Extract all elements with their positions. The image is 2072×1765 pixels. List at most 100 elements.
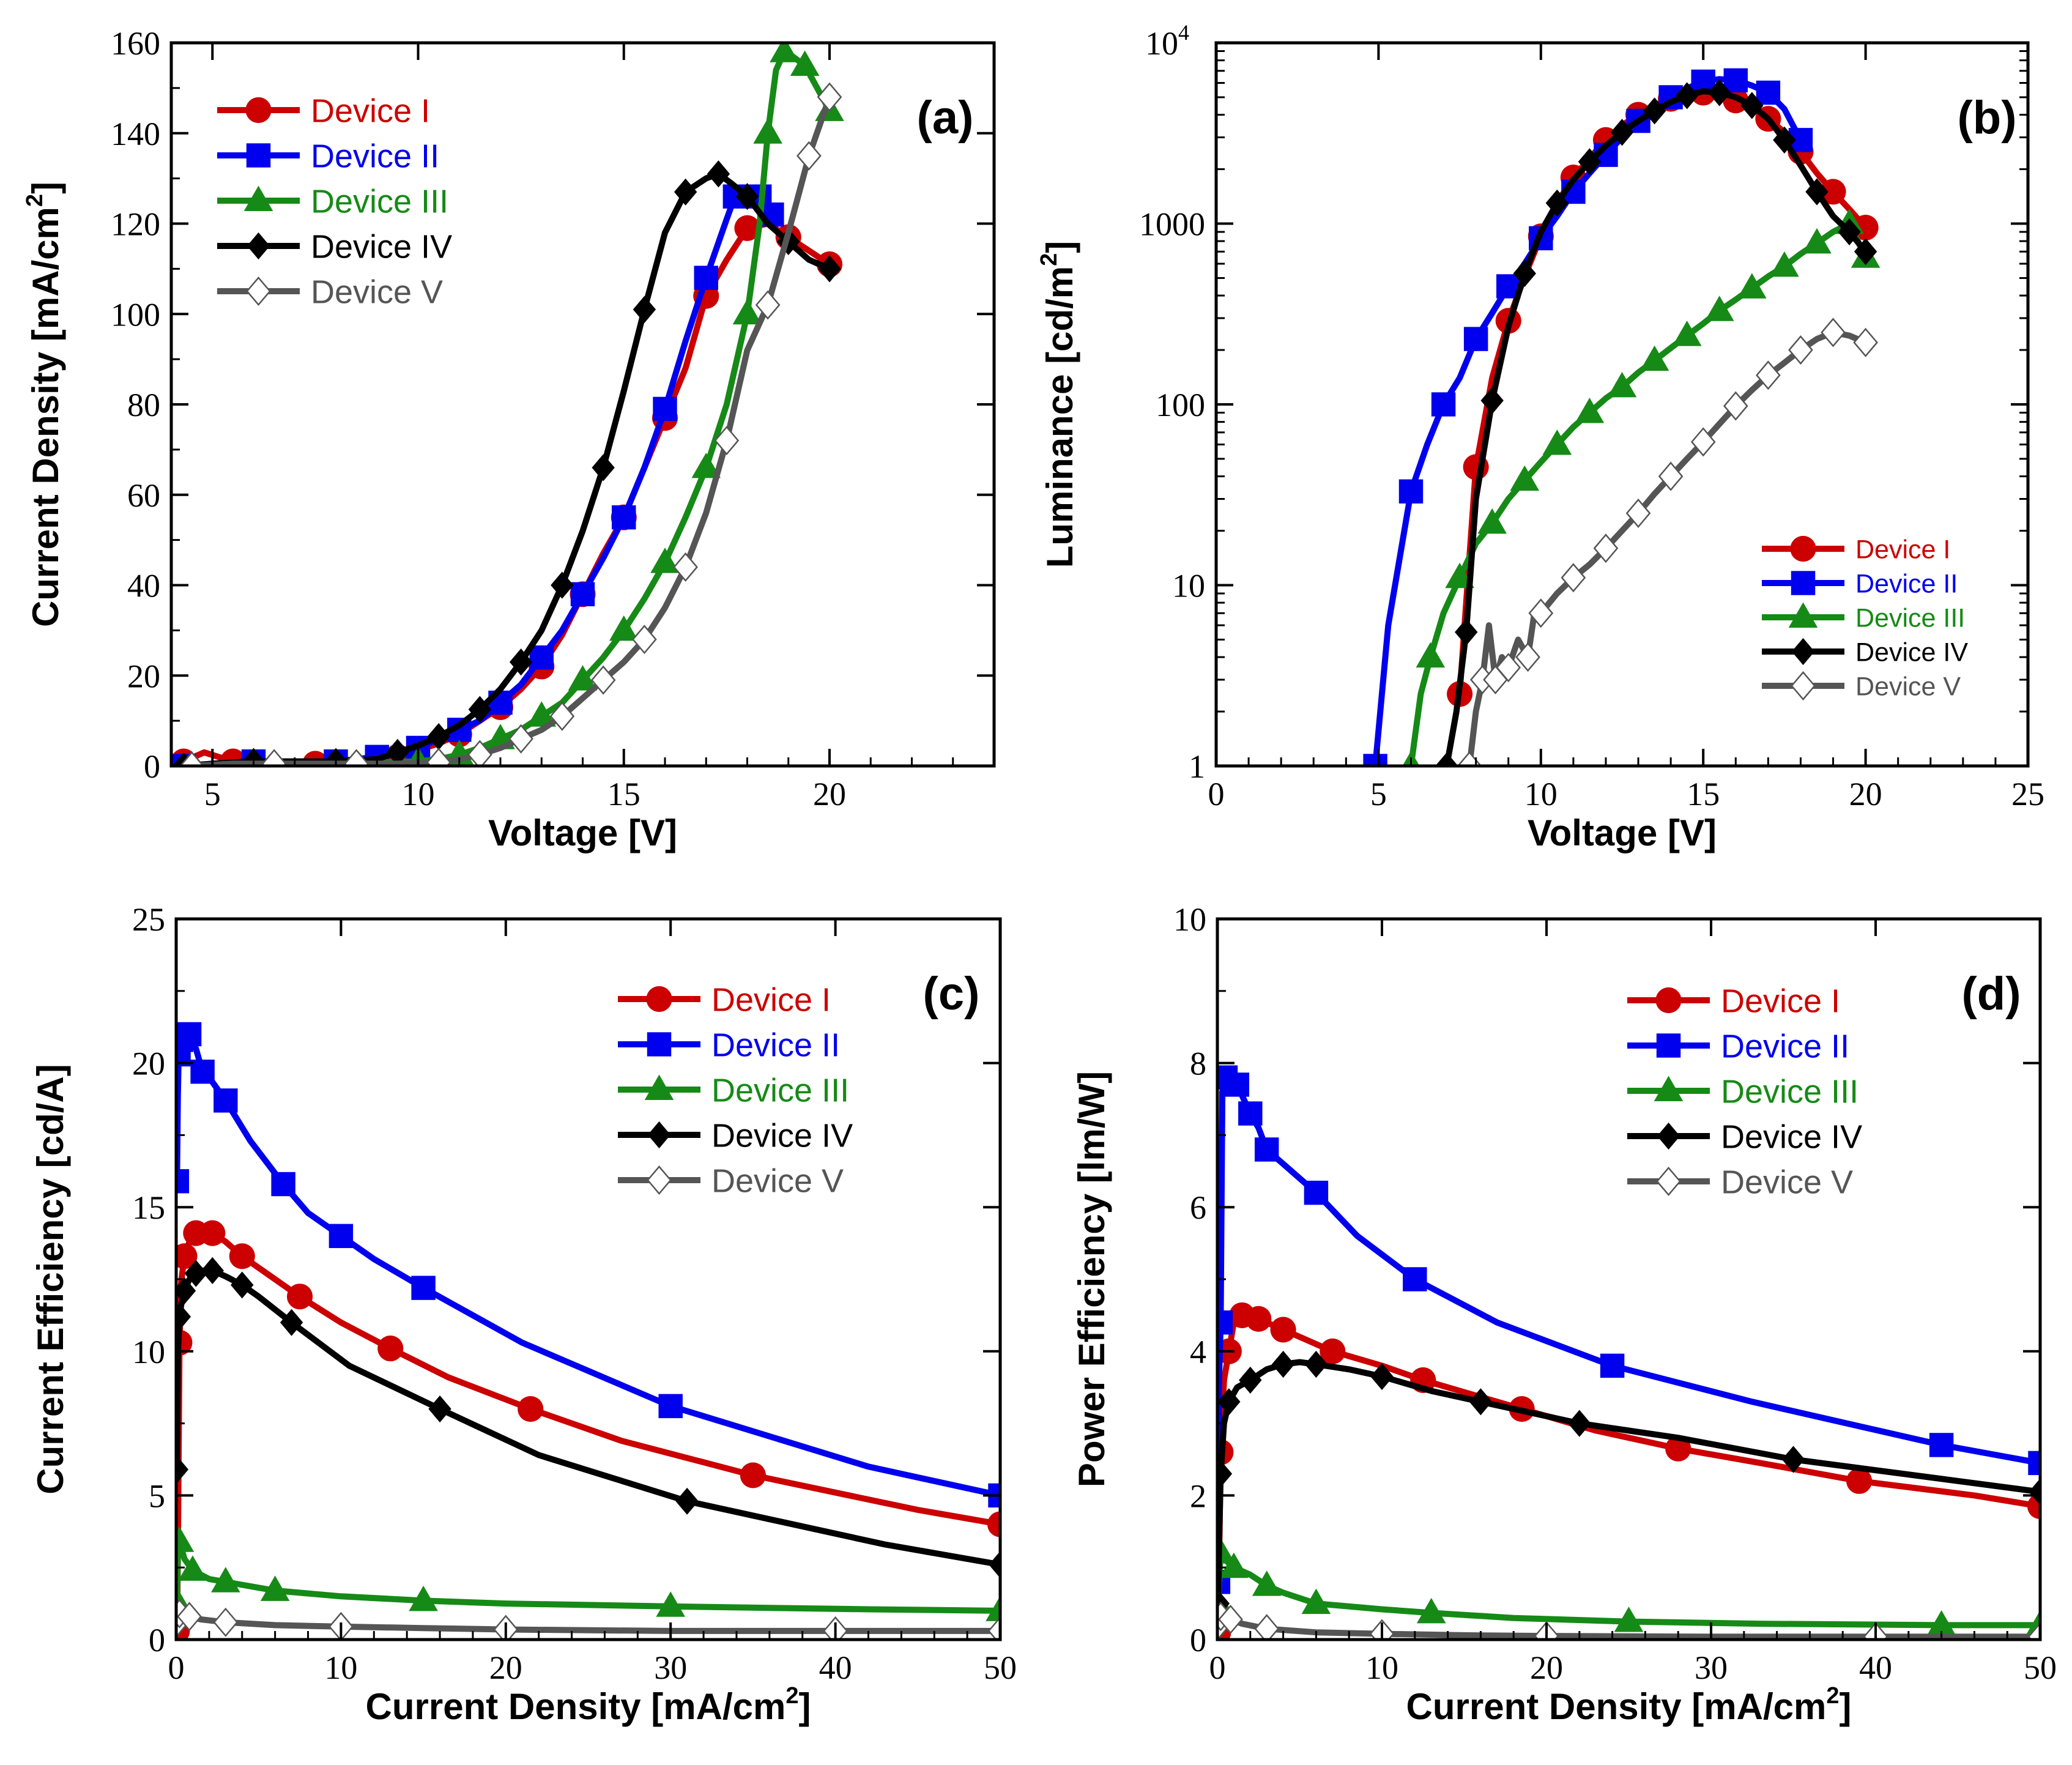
y-tick-label: 10 [1172, 568, 1205, 604]
panel-label: (a) [917, 92, 974, 144]
series-line-device-iv [1443, 88, 1869, 766]
legend-marker-device-iii [1654, 1076, 1684, 1101]
data-point-device-iv [818, 255, 841, 283]
legend-label-device-v: Device V [1855, 672, 1961, 701]
data-point-device-iv [2029, 1478, 2040, 1506]
x-tick-label: 20 [813, 776, 846, 812]
data-point-device-v [817, 82, 842, 112]
x-axis-label: Current Density [mA/cm2] [366, 1683, 811, 1727]
data-point-device-iv [427, 723, 450, 751]
data-point-device-iv [1435, 752, 1458, 766]
x-tick-label: 40 [1859, 1649, 1892, 1686]
data-point-device-iii [1770, 251, 1799, 277]
y-tick-label: 10 [132, 1334, 165, 1370]
y-axis-label: Power Efficiency [lm/W] [1071, 1071, 1112, 1487]
data-point-device-iv [1578, 148, 1602, 176]
data-point-device-ii [529, 645, 554, 670]
data-point-device-v [549, 701, 575, 731]
data-point-device-i [1665, 1435, 1691, 1462]
panel-c: 0 10 20 30 40 50 0 5 10 15 20 25 Current Density [mA… [30, 901, 1017, 1727]
y-axis-label-text: Luminance [cd/m [1039, 266, 1080, 568]
data-point-device-iii [409, 1585, 438, 1611]
data-point-device-v [426, 748, 451, 766]
y-axis-label-text: Power Efficiency [lm/W] [1071, 1071, 1112, 1487]
y-tick-label: 8 [1190, 1046, 1206, 1082]
data-point-device-v [179, 751, 204, 766]
data-point-device-v [1788, 335, 1813, 365]
x-axis-label-text: Current Density [mA/cm [1406, 1686, 1827, 1727]
x-tick-label: 30 [1695, 1649, 1728, 1686]
legend-label-device-iv: Device IV [1855, 637, 1968, 667]
data-point-device-v [1821, 318, 1846, 347]
y-tick-text: 10 [132, 1334, 165, 1370]
legend-label-device-i: Device I [1721, 983, 1840, 1019]
x-axis-label: Current Density [mA/cm2] [1406, 1683, 1852, 1727]
y-axis-label: Luminance [cd/m2] [1036, 241, 1080, 568]
y-axis-label-text: Current Density [mA/cm [25, 207, 66, 627]
y-tick-label: 100 [111, 296, 160, 333]
data-point-device-iii [176, 1526, 195, 1552]
data-point-device-iv [231, 1271, 254, 1299]
data-point-device-ii [1363, 754, 1387, 766]
data-point-device-v [1625, 498, 1651, 528]
data-point-device-iii [732, 299, 762, 325]
x-tick-label: 50 [2024, 1649, 2057, 1686]
data-point-device-v [1658, 461, 1684, 491]
data-point-device-iii [211, 1567, 240, 1592]
data-point-device-ii [177, 1022, 202, 1047]
x-axis-label-tail: ] [1839, 1686, 1851, 1727]
data-point-device-iv [1480, 387, 1504, 414]
x-tick-label: 5 [1370, 776, 1387, 812]
data-point-device-ii [1398, 479, 1424, 503]
legend-marker-device-v [647, 1165, 672, 1195]
x-axis-label: Voltage [V] [1528, 812, 1717, 853]
y-axis-label-text: Current Efficiency [cd/A] [30, 1064, 71, 1494]
legend-marker-device-i [1655, 987, 1682, 1014]
y-tick-text: 8 [1190, 1046, 1206, 1082]
y-axis-label-sup: 2 [22, 194, 48, 207]
data-point-device-iv [1455, 619, 1478, 646]
data-point-device-v [1254, 1614, 1280, 1640]
data-point-device-iii [650, 548, 680, 573]
y-tick-label: 1000 [1139, 206, 1205, 243]
legend-marker-device-iii [243, 185, 273, 211]
data-point-device-v [796, 141, 822, 171]
panel-label: (b) [1957, 92, 2016, 144]
data-point-device-v [1515, 642, 1540, 672]
panel-a: 5 10 15 20 0 20 40 60 80 100 120 140 160 Voltage [V] C… [22, 25, 996, 853]
data-point-device-iv [592, 454, 615, 481]
data-point-device-i [1846, 1468, 1873, 1494]
data-point-device-iii [986, 1596, 1000, 1621]
data-point-device-i [176, 1243, 198, 1269]
data-point-device-i [286, 1284, 313, 1310]
panel-b-series [1363, 68, 1881, 766]
data-point-device-ii [1600, 1353, 1625, 1378]
data-point-device-ii [1254, 1137, 1279, 1162]
data-point-device-iv [280, 1309, 303, 1336]
legend-label-device-v: Device V [311, 273, 443, 310]
data-point-device-iii [691, 452, 721, 478]
x-axis-label: Voltage [V] [488, 812, 677, 853]
data-point-device-ii [214, 1088, 238, 1113]
legend-label-device-ii: Device II [311, 138, 439, 174]
data-point-device-v [1218, 1604, 1243, 1635]
data-point-device-ii [176, 1169, 190, 1194]
data-point-device-iii [1607, 371, 1637, 398]
data-point-device-v [1496, 653, 1521, 683]
y-tick-text: 140 [111, 116, 160, 152]
data-point-device-iv [1304, 1350, 1328, 1378]
x-tick-label: 15 [1687, 776, 1720, 812]
data-point-device-v [1853, 327, 1878, 357]
y-tick-label: 4 [1190, 1334, 1206, 1370]
legend-marker-device-v [1656, 1166, 1681, 1197]
legend-marker-device-iv [1657, 1122, 1680, 1150]
y-axis-label-tail: ] [25, 182, 66, 194]
y-tick-text: 20 [132, 1046, 165, 1082]
x-tick-label: 20 [1530, 1649, 1563, 1686]
x-axis-label-text: Current Density [mA/cm [366, 1686, 786, 1727]
data-point-device-iv [386, 738, 409, 766]
data-point-device-iv [675, 1487, 699, 1515]
data-point-device-iv [184, 1260, 208, 1287]
